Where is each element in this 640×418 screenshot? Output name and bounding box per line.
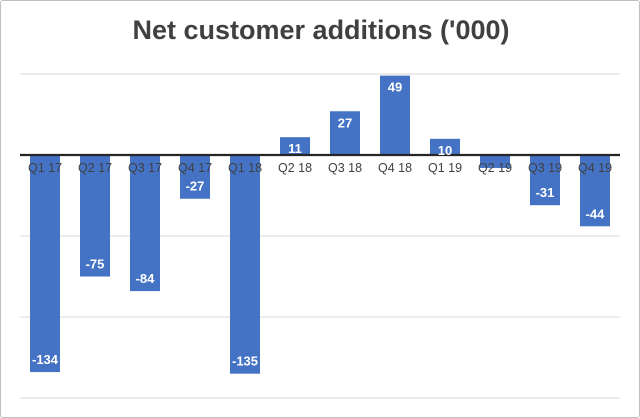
bar-q2-17: [80, 155, 110, 277]
bar-q3-18: [330, 111, 360, 155]
bar-q4-17: [180, 155, 210, 199]
x-tick-label: Q4 18: [378, 161, 412, 175]
x-tick-label: Q1 18: [228, 161, 262, 175]
x-tick-label: Q4 17: [178, 161, 212, 175]
x-tick-label: Q1 19: [428, 161, 462, 175]
bar-q4-19: [580, 155, 610, 227]
bar-q2-18: [280, 137, 310, 155]
bar-q3-19: [530, 155, 560, 206]
data-label: -44: [586, 206, 606, 221]
x-tick-label: Q3 19: [528, 161, 562, 175]
x-tick-label: Q3 18: [328, 161, 362, 175]
data-label: 10: [438, 143, 452, 158]
bar-q4-18: [380, 75, 410, 155]
x-tick-label: Q2 19: [478, 161, 512, 175]
bar-q1-19: [430, 138, 460, 155]
data-label: -31: [536, 185, 555, 200]
x-tick-label: Q4 19: [578, 161, 612, 175]
x-tick-label: Q2 17: [78, 161, 112, 175]
chart-title: Net customer additions ('000): [132, 15, 510, 45]
data-label: -135: [232, 354, 258, 369]
data-label: 49: [388, 80, 402, 95]
data-label: -134: [32, 352, 59, 367]
data-label: 27: [338, 115, 352, 130]
bar-q2-19: [480, 155, 510, 168]
bar-q1-18: [230, 155, 260, 374]
x-tick-label: Q3 17: [128, 161, 162, 175]
data-label: -75: [86, 257, 105, 272]
data-label: -84: [136, 271, 156, 286]
data-label: -27: [186, 179, 205, 194]
x-tick-label: Q1 17: [28, 161, 62, 175]
data-label: 11: [288, 141, 302, 156]
x-tick-label: Q2 18: [278, 161, 312, 175]
bar-q3-17: [130, 155, 160, 292]
bar-q1-17: [30, 155, 60, 373]
